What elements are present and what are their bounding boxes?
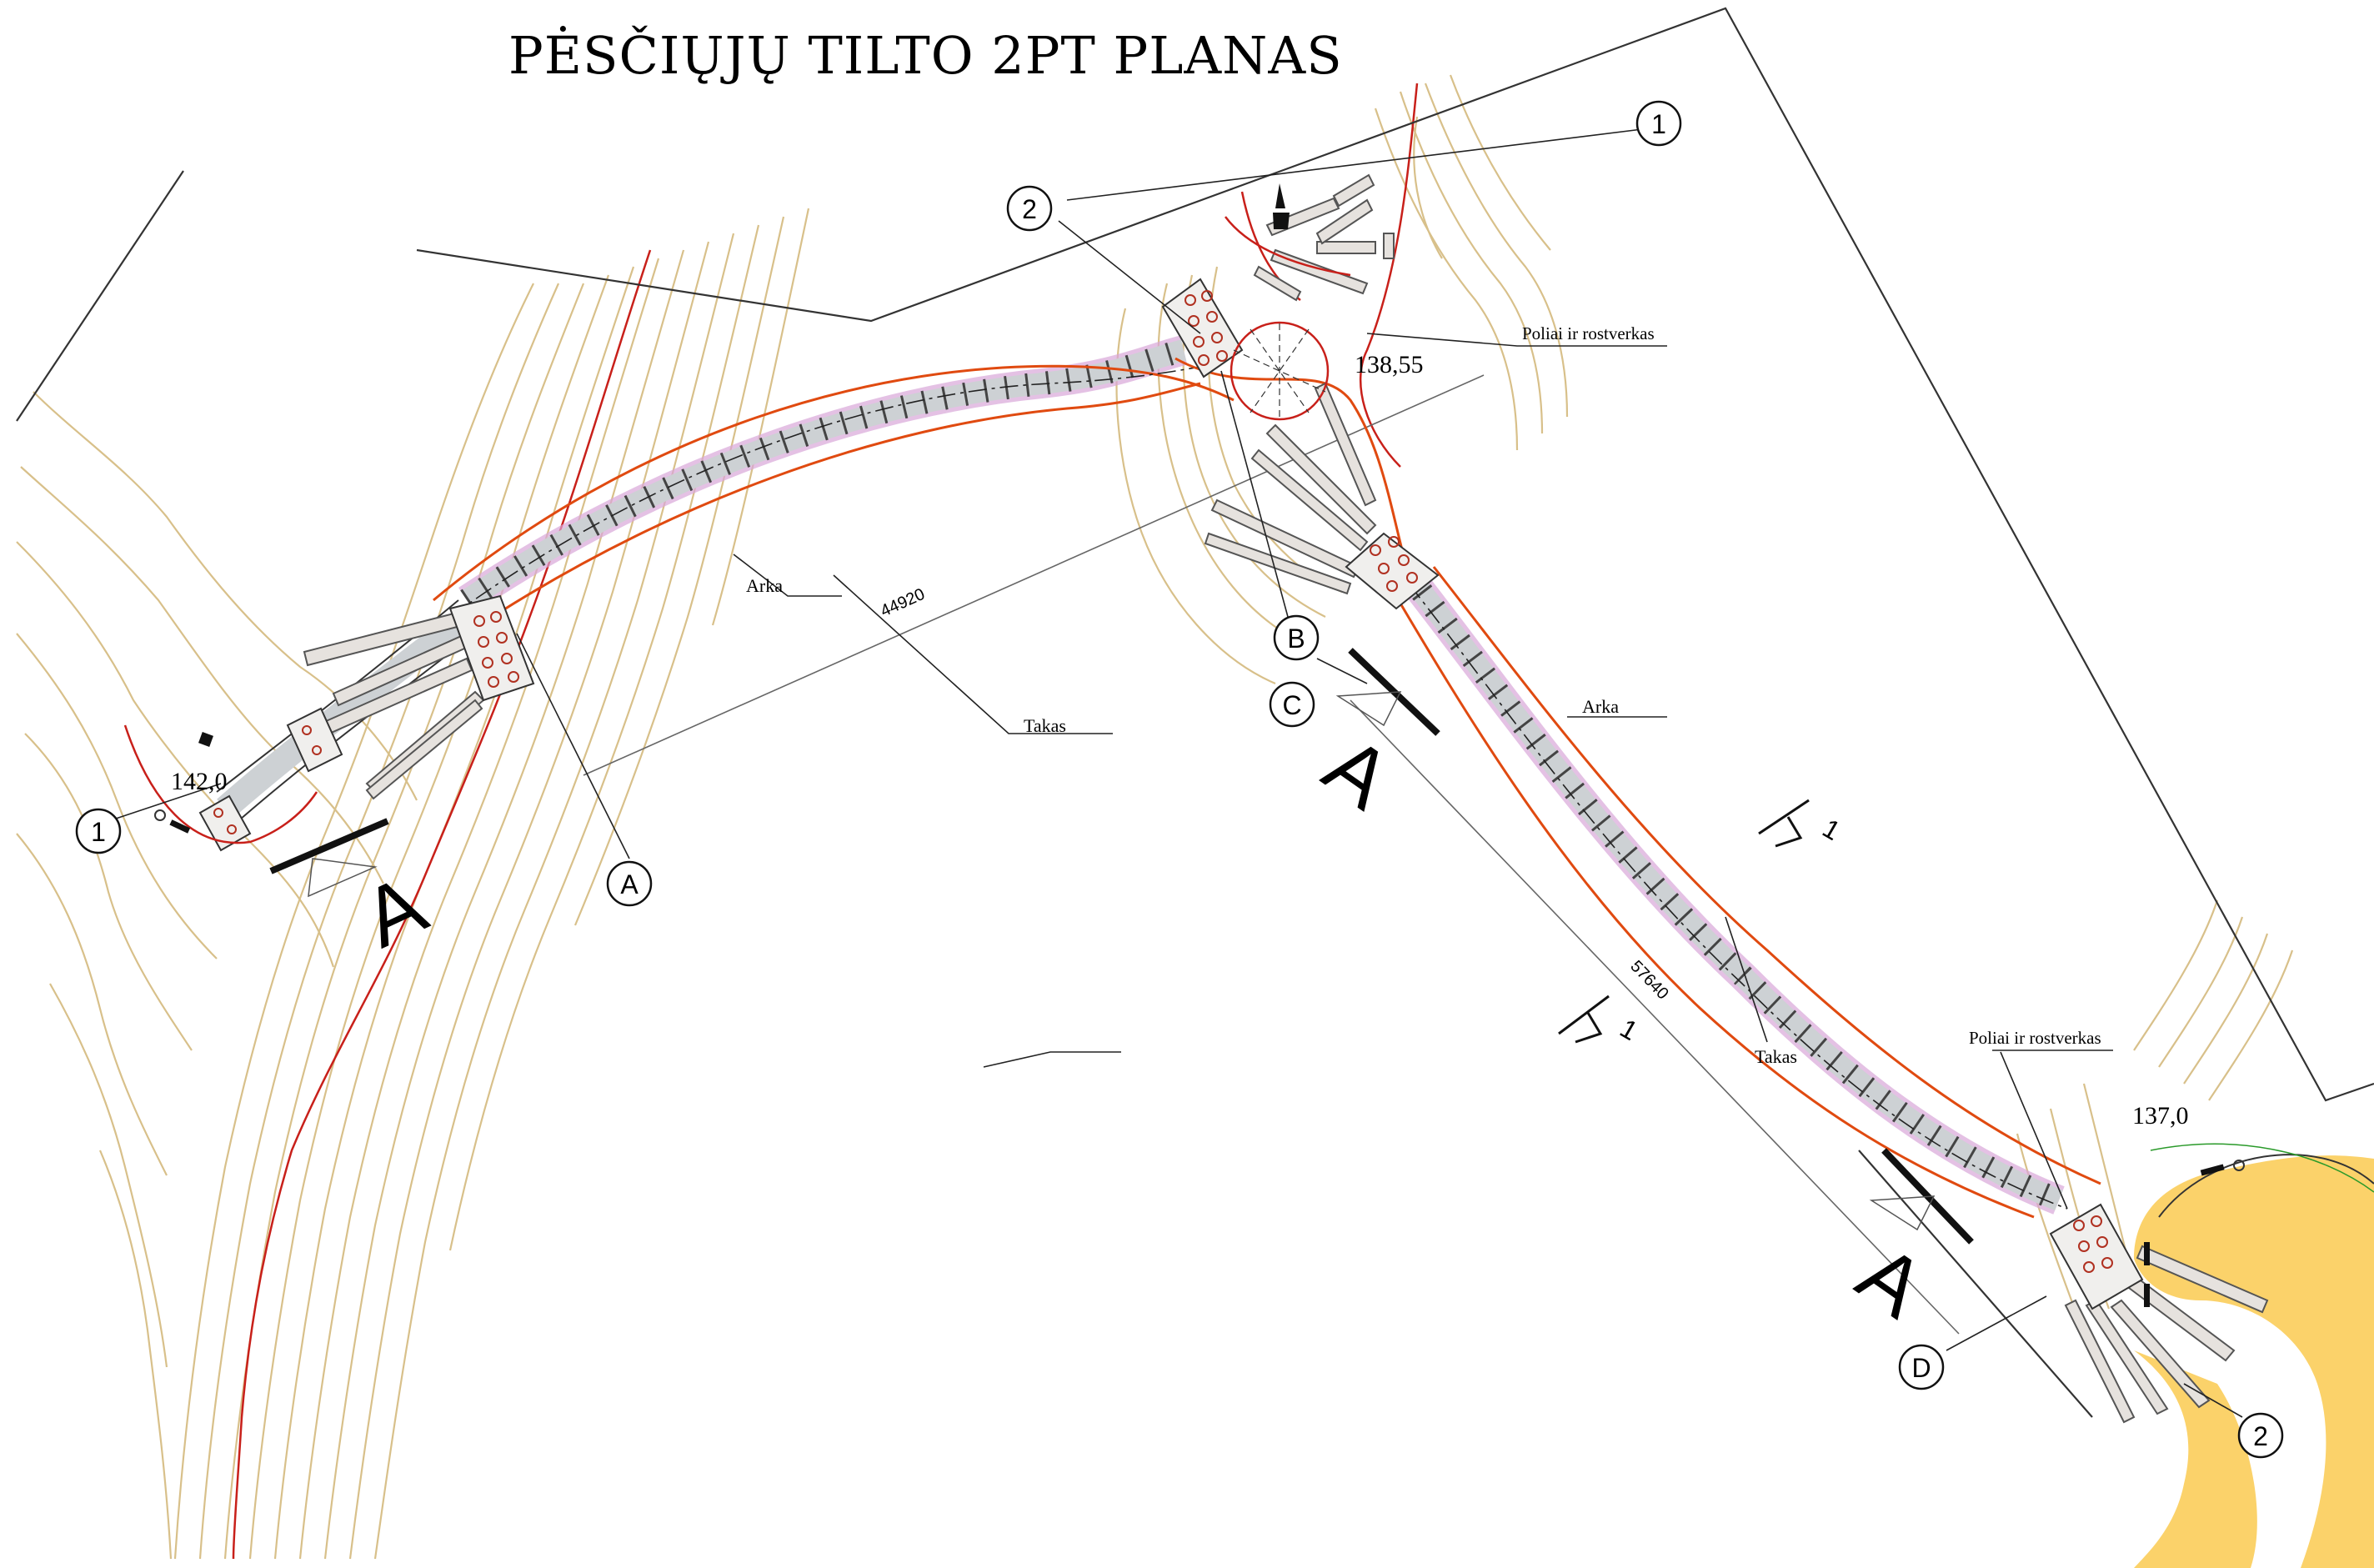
bridge-span-2 <box>1174 357 2101 1219</box>
pile-marker-top-1: 1 <box>1635 100 1682 147</box>
green-arc-right <box>2150 1143 2374 1193</box>
label-takas-2: Takas <box>1755 1046 1797 1067</box>
axis-marker-b-label: B <box>1287 624 1305 654</box>
marker-bar-left <box>169 819 191 834</box>
bridge-span-1 <box>216 335 1235 826</box>
dimension-span-2: 57640 <box>1626 957 1671 1003</box>
north-arrow <box>1273 183 1290 229</box>
page-title: PĖSČIŲJŲ TILTO 2PT PLANAS <box>508 25 1343 86</box>
small-circle-left <box>154 809 166 821</box>
pile-marker-top-2: 2 <box>1006 185 1053 232</box>
slope-label-upper: 1 <box>1817 813 1845 846</box>
pile-marker-top-1-label: 1 <box>1651 109 1666 139</box>
ground-fill-right-lower <box>2134 1350 2257 1568</box>
slope-mark-upper <box>1758 799 1810 848</box>
pile-cap-middle-B <box>1161 278 1244 378</box>
pile-cap-left-A <box>448 594 535 702</box>
marker-bar-right-3 <box>2144 1284 2150 1307</box>
elevation-right: 137,0 <box>2132 1102 2189 1130</box>
dimension-lines <box>583 374 1960 1335</box>
arch-1-upper <box>433 364 1235 602</box>
centerline-1 <box>449 366 1201 618</box>
site-boundary <box>16 7 2374 1418</box>
ground-fill-right <box>2134 1155 2374 1568</box>
pile-marker-bottom-2-label: 2 <box>2253 1421 2268 1451</box>
red-boundary-line-middle <box>1360 83 1419 468</box>
pile-marker-left-1: 1 <box>75 808 122 854</box>
pile-cap-left-1 <box>286 707 343 773</box>
ground-circle-right <box>2158 1154 2374 1218</box>
leader-lines <box>108 128 2243 1418</box>
label-poliai-2: Poliai ir rostverkas <box>1969 1028 2101 1048</box>
label-arka-1: Arka <box>746 575 783 596</box>
red-curve-top <box>1225 216 1351 277</box>
centerline-2 <box>1408 583 2068 1210</box>
pile-cap-left-end <box>198 794 252 852</box>
axis-marker-b: B <box>1273 614 1320 661</box>
slope-mark-lower <box>1558 994 1610 1044</box>
arch-1-lower <box>466 382 1201 635</box>
axis-marker-c: C <box>1269 681 1315 728</box>
axis-marker-d: D <box>1898 1344 1945 1390</box>
arch-2-inner <box>1432 566 2101 1185</box>
pile-cap-middle-C <box>1345 532 1440 610</box>
pile-marker-left-1-label: 1 <box>91 817 106 847</box>
pile-marker-top-2-label: 2 <box>1022 194 1037 224</box>
slope-label-lower: 1 <box>1615 1013 1642 1046</box>
label-poliai-1: Poliai ir rostverkas <box>1522 323 1655 343</box>
terrain-contours-left <box>16 391 418 1560</box>
deck-1 <box>460 339 1187 609</box>
section-mark-right <box>1869 1148 1974 1245</box>
elevation-left: 142,0 <box>171 768 228 795</box>
section-mark-left <box>269 818 389 898</box>
small-circle-right <box>2233 1160 2245 1171</box>
elevation-middle: 138,55 <box>1355 351 1424 378</box>
section-label-middle: A <box>1308 719 1407 827</box>
section-label-right: A <box>1841 1227 1941 1335</box>
axis-marker-d-label: D <box>1911 1353 1931 1383</box>
deck-ties-2 <box>1399 568 2064 1211</box>
section-mark-middle <box>1335 648 1440 736</box>
terrain-contours-left-slope <box>173 208 810 1560</box>
marker-bar-right-1 <box>2200 1164 2225 1176</box>
axis-marker-c-label: C <box>1282 690 1301 720</box>
pile-cap-right-D <box>2049 1203 2144 1310</box>
piles-middle <box>1204 173 1395 595</box>
label-arka-2: Arka <box>1582 696 1619 717</box>
marker-square-left <box>198 732 213 747</box>
arch-middle-curve <box>1174 357 1410 576</box>
axis-marker-a-label: A <box>620 869 639 899</box>
label-takas-1: Takas <box>1024 715 1066 736</box>
axis-marker-a: A <box>606 860 653 907</box>
arch-2-outer <box>1382 574 2035 1219</box>
dimension-span-1: 44920 <box>878 585 928 621</box>
marker-bar-right-2 <box>2144 1242 2150 1265</box>
red-curve-left-abutment <box>123 724 318 844</box>
pile-marker-bottom-2: 2 <box>2237 1412 2284 1459</box>
piles-left <box>303 609 485 800</box>
middle-abutment-circle <box>1230 321 1330 421</box>
